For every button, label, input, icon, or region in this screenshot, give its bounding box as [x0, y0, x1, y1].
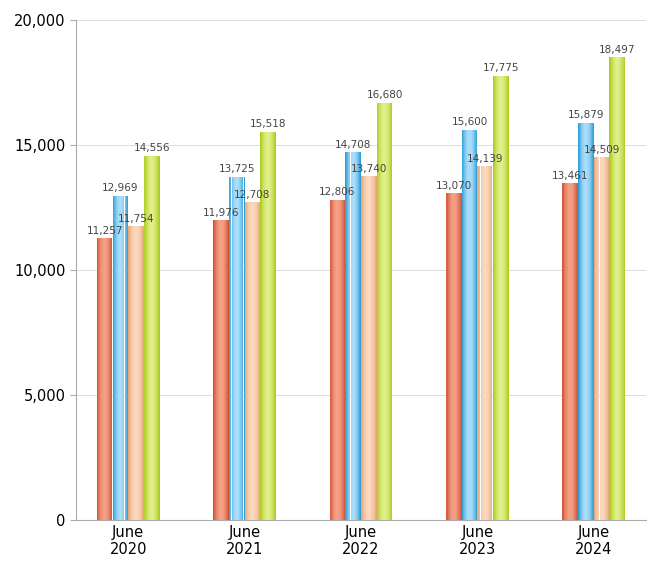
Text: 12,708: 12,708 [234, 190, 271, 200]
Text: 13,070: 13,070 [436, 180, 472, 191]
Text: 12,969: 12,969 [102, 183, 139, 193]
Text: 13,725: 13,725 [218, 164, 255, 174]
Text: 18,497: 18,497 [599, 45, 636, 55]
Text: 16,680: 16,680 [366, 90, 403, 100]
Text: 12,806: 12,806 [319, 187, 356, 197]
Text: 14,139: 14,139 [467, 154, 504, 164]
Text: 17,775: 17,775 [482, 63, 519, 73]
Text: 11,257: 11,257 [86, 226, 123, 236]
Text: 14,509: 14,509 [583, 144, 620, 155]
Text: 11,754: 11,754 [117, 214, 154, 223]
Text: 14,708: 14,708 [335, 140, 372, 150]
Text: 13,740: 13,740 [350, 164, 387, 174]
Text: 11,976: 11,976 [203, 208, 240, 218]
Text: 13,461: 13,461 [552, 171, 589, 181]
Text: 14,556: 14,556 [133, 143, 170, 154]
Text: 15,879: 15,879 [568, 110, 604, 120]
Text: 15,600: 15,600 [451, 118, 488, 127]
Text: 15,518: 15,518 [250, 119, 286, 130]
